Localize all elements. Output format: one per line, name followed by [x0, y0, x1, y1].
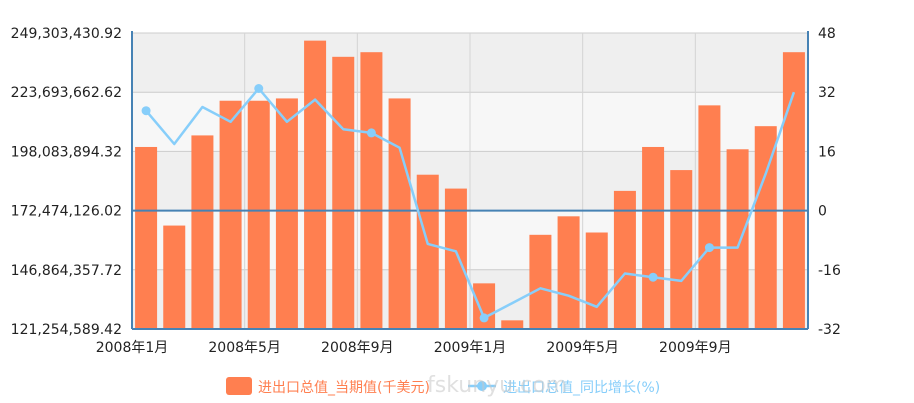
bar[interactable]: [247, 100, 270, 329]
bar[interactable]: [529, 234, 552, 329]
bar[interactable]: [191, 135, 214, 329]
x-tick-label: 2008年5月: [208, 340, 281, 356]
bar[interactable]: [332, 56, 355, 329]
growth-line[interactable]: [145, 87, 796, 320]
bar[interactable]: [416, 174, 439, 329]
bar[interactable]: [557, 216, 580, 329]
bar[interactable]: [585, 232, 608, 329]
bar[interactable]: [501, 320, 524, 329]
bar[interactable]: [135, 146, 158, 329]
bar[interactable]: [613, 190, 636, 329]
bar[interactable]: [782, 52, 805, 329]
x-tick-label: 2009年9月: [659, 340, 732, 356]
x-tick-label: 2009年5月: [546, 340, 619, 356]
line-point[interactable]: [648, 272, 658, 282]
line-point[interactable]: [479, 313, 489, 323]
y-right-tick-label: 48: [818, 26, 836, 42]
line-series: [141, 84, 796, 323]
bar[interactable]: [698, 105, 721, 329]
bar[interactable]: [219, 100, 242, 329]
legend[interactable]: 进出口总值_当期值(千美元) 进出口总值_同比增长(%): [226, 377, 660, 396]
y-left-tick-label: 198,083,894.32: [11, 144, 122, 160]
bar[interactable]: [726, 149, 749, 329]
line-point[interactable]: [254, 84, 264, 93]
legend-swatch-marker[interactable]: [477, 381, 487, 391]
line-point[interactable]: [366, 128, 376, 138]
x-tick-label: 2009年1月: [434, 340, 507, 356]
line-point[interactable]: [141, 106, 151, 116]
bar[interactable]: [388, 98, 411, 329]
bar[interactable]: [754, 126, 777, 329]
bar[interactable]: [304, 40, 327, 330]
y-left-tick-label: 146,864,357.72: [11, 263, 122, 279]
bar-series: [135, 40, 805, 330]
x-tick-label: 2008年1月: [96, 340, 169, 356]
bar[interactable]: [473, 283, 496, 329]
y-axis-right-labels: 48 32 16 0 -16 -32: [818, 26, 841, 338]
bar[interactable]: [163, 225, 186, 329]
y-right-tick-label: -32: [818, 322, 841, 338]
line-point[interactable]: [704, 243, 714, 253]
y-right-tick-label: -16: [818, 263, 841, 279]
bar[interactable]: [360, 52, 383, 329]
x-tick-label: 2008年9月: [321, 340, 394, 356]
y-left-tick-label: 172,474,126.02: [11, 204, 122, 220]
bar[interactable]: [670, 170, 693, 329]
y-left-tick-label: 249,303,430.92: [11, 26, 122, 42]
legend-label-line[interactable]: 进出口总值_同比增长(%): [503, 380, 660, 396]
bar[interactable]: [444, 188, 467, 329]
x-axis-labels: 2008年1月 2008年5月 2008年9月 2009年1月 2009年5月 2009年…: [96, 340, 732, 356]
y-axis-left-labels: 249,303,430.92 223,693,662.62 198,083,894.…: [11, 26, 122, 338]
legend-swatch-bar[interactable]: [226, 377, 252, 395]
bar[interactable]: [642, 146, 665, 329]
bar[interactable]: [275, 98, 298, 329]
axes: [131, 31, 809, 330]
y-left-tick-label: 121,254,589.42: [11, 322, 122, 338]
y-right-tick-label: 16: [818, 144, 836, 160]
legend-label-bar[interactable]: 进出口总值_当期值(千美元): [258, 380, 430, 396]
y-left-tick-label: 223,693,662.62: [11, 85, 122, 101]
watermark: fskunyu.com: [427, 373, 567, 398]
y-right-tick-label: 0: [818, 204, 827, 220]
y-right-tick-label: 32: [818, 85, 836, 101]
